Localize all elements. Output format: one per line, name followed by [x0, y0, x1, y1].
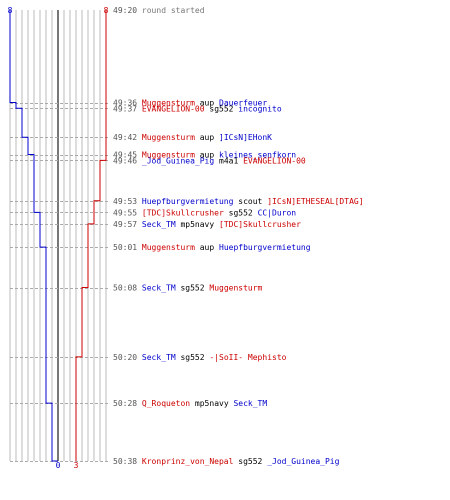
- event-time: 49:42: [113, 133, 137, 142]
- event-weapon: sg552: [209, 104, 233, 113]
- event-victim: Dauerfeuer: [219, 99, 267, 108]
- event-killer: Seck_TM: [142, 220, 176, 229]
- kill-event: 50:08 Seck_TM sg552 Muggensturm: [113, 284, 263, 293]
- event-killer: Seck_TM: [142, 284, 176, 293]
- kill-event: 49:53 Huepfburgvermietung scout ]ICsN]ET…: [113, 197, 364, 206]
- count-labels: 8 8 0 3: [8, 6, 109, 470]
- event-killer: Muggensturm: [142, 243, 195, 252]
- event-killer: Huepfburgvermietung: [142, 197, 234, 206]
- event-weapon: mp5navy: [180, 220, 214, 229]
- kill-event-list: 49:20 round started 49:36 Muggensturm aup…: [113, 6, 364, 466]
- event-victim: kleines_senfkorn: [219, 151, 296, 160]
- event-time: 49:20: [113, 6, 137, 15]
- event-killer: Muggensturm: [142, 133, 195, 142]
- event-killer: Muggensturm: [142, 99, 195, 108]
- event-time: 50:38: [113, 457, 137, 466]
- event-victim: incognito: [238, 104, 282, 113]
- event-killer: [TDC]Skullcrusher: [142, 208, 224, 217]
- kill-event: 50:38 Kronprinz_von_Nepal sg552 _Jod_Gui…: [113, 457, 340, 466]
- kill-event: 50:01 Muggensturm aup Huepfburgvermietun…: [113, 243, 311, 252]
- event-weapon: sg552: [180, 353, 204, 362]
- event-weapon: scout: [238, 197, 262, 206]
- blue-end-count-label: 0: [56, 461, 61, 470]
- blue-start-count-label: 8: [8, 6, 13, 15]
- event-weapon: aup: [200, 151, 215, 160]
- event-time: 50:20: [113, 353, 137, 362]
- event-time: 49:55: [113, 208, 137, 217]
- red-series-line: [75, 10, 107, 461]
- kill-event: 50:20 Seck_TM sg552 -|SoII- Mephisto: [113, 353, 287, 362]
- event-killer: Seck_TM: [142, 353, 176, 362]
- event-message: round started: [142, 6, 205, 15]
- blue-series-line: [9, 10, 58, 462]
- kill-event: 49:55 [TDC]Skullcrusher sg552 CC|Duron: [113, 208, 296, 217]
- alive-count-series: [9, 10, 107, 462]
- event-time: 49:36: [113, 99, 137, 108]
- event-killer: Muggensturm: [142, 151, 195, 160]
- event-time: 50:08: [113, 284, 137, 293]
- event-victim: Muggensturm: [209, 284, 262, 293]
- event-weapon: aup: [200, 243, 215, 252]
- event-weapon: sg552: [180, 284, 204, 293]
- event-time: 49:57: [113, 220, 137, 229]
- event-weapon: aup: [200, 99, 215, 108]
- kill-event: 49:46 _Jod_Guinea_Pig m4a1 EVANGELION-00: [113, 156, 306, 165]
- event-guide-lines: [10, 103, 108, 462]
- event-time: 50:01: [113, 243, 137, 252]
- kill-event: 49:37 EVANGELION-00 sg552 incognito: [113, 104, 282, 113]
- event-time: 50:28: [113, 399, 137, 408]
- event-victim: Huepfburgvermietung: [219, 243, 311, 252]
- event-victim: Seck_TM: [233, 399, 267, 408]
- event-victim: EVANGELION-00: [243, 156, 306, 165]
- chart-grid: [9, 10, 107, 461]
- event-weapon: sg552: [238, 457, 262, 466]
- event-killer: EVANGELION-00: [142, 104, 205, 113]
- event-killer: Kronprinz_von_Nepal: [142, 457, 234, 466]
- kill-event: 49:42 Muggensturm aup ]ICsN]EHonK: [113, 133, 272, 142]
- event-victim: _Jod_Guinea_Pig: [267, 457, 339, 466]
- event-time: 49:53: [113, 197, 137, 206]
- kill-event: 50:28 Q_Roqueton mp5navy Seck_TM: [113, 399, 267, 408]
- kill-event: 49:45 Muggensturm aup kleines_senfkorn: [113, 151, 296, 160]
- round-start-event: 49:20 round started: [113, 6, 205, 15]
- event-victim: [TDC]Skullcrusher: [219, 220, 301, 229]
- event-killer: Q_Roqueton: [142, 399, 190, 408]
- event-victim: -|SoII- Mephisto: [209, 353, 286, 362]
- kill-event: 49:57 Seck_TM mp5navy [TDC]Skullcrusher: [113, 220, 301, 229]
- event-victim: ]ICsN]EHonK: [219, 133, 272, 142]
- event-weapon: sg552: [229, 208, 253, 217]
- event-time: 49:37: [113, 104, 137, 113]
- red-end-count-label: 3: [74, 461, 79, 470]
- event-time: 49:45: [113, 151, 137, 160]
- event-weapon: aup: [200, 133, 215, 142]
- event-time: 49:46: [113, 156, 137, 165]
- kill-event: 49:36 Muggensturm aup Dauerfeuer: [113, 99, 267, 108]
- event-victim: ]ICsN]ETHESEAL[DTAG]: [267, 197, 363, 206]
- red-start-count-label: 8: [104, 6, 109, 15]
- event-weapon: m4a1: [219, 156, 238, 165]
- event-killer: _Jod_Guinea_Pig: [142, 156, 214, 165]
- event-victim: CC|Duron: [258, 208, 297, 217]
- event-weapon: mp5navy: [195, 399, 229, 408]
